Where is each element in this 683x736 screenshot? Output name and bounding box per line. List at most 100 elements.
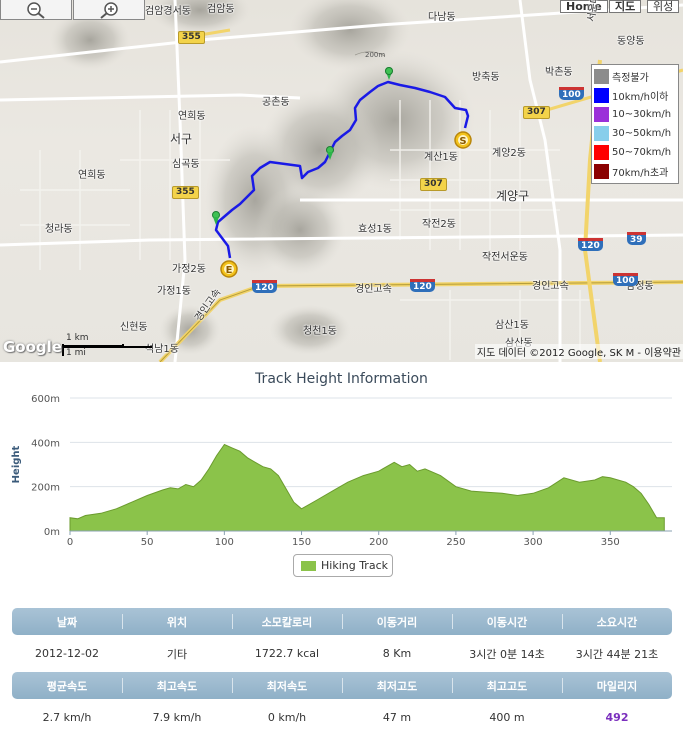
route-shield: 355 bbox=[172, 186, 199, 199]
place-label: 가정2동 bbox=[172, 264, 206, 275]
stats-header-cell: 최저고도 bbox=[342, 672, 452, 699]
highway-shield: 100 bbox=[613, 273, 638, 286]
stats-header-cell: 위치 bbox=[122, 608, 232, 635]
legend-item: 30~50km/h bbox=[594, 124, 676, 143]
place-label: 삼산1동 bbox=[495, 320, 529, 331]
y-tick-label: 0m bbox=[44, 527, 60, 538]
stats-value-cell: 3시간 0분 14초 bbox=[469, 647, 545, 661]
zoom-in-button[interactable] bbox=[73, 0, 145, 20]
legend-swatch bbox=[594, 164, 609, 179]
stats-value-cell: 47 m bbox=[382, 711, 412, 724]
stats-header-cell: 마일리지 bbox=[562, 672, 672, 699]
place-label: 삼산동 bbox=[505, 334, 533, 349]
stats-header-cell: 평균속도 bbox=[46, 679, 88, 693]
place-label: 동양동 bbox=[617, 36, 645, 47]
x-tick-label: 150 bbox=[292, 537, 311, 548]
zoom-in-icon bbox=[100, 1, 118, 19]
legend-swatch bbox=[594, 88, 609, 103]
road-label: 경인고속 bbox=[355, 284, 392, 295]
map-scale: 1 km 1 mi bbox=[62, 333, 152, 359]
google-logo[interactable]: Google bbox=[3, 338, 62, 356]
stats-header-cell: 날짜 bbox=[56, 615, 78, 629]
highway-shield: 100 bbox=[559, 87, 584, 100]
place-label: 작전서운동 bbox=[482, 252, 528, 263]
x-tick-label: 350 bbox=[601, 537, 620, 548]
legend-label: 10~30km/h bbox=[612, 109, 672, 120]
map-copyright[interactable]: 지도 데이터 ©2012 Google, SK M - 이용약관 bbox=[474, 344, 683, 359]
track-map[interactable]: 200m S E bbox=[0, 0, 683, 362]
chart-legend[interactable]: Hiking Track bbox=[293, 554, 393, 577]
place-label: 청천1동 bbox=[303, 326, 337, 337]
route-shield: 307 bbox=[523, 106, 550, 119]
place-label: 검암경서동 bbox=[145, 6, 191, 17]
x-tick-label: 250 bbox=[446, 537, 465, 548]
legend-swatch bbox=[594, 69, 609, 84]
stats-value-cell: 8 Km bbox=[382, 647, 412, 660]
legend-item: 70km/h초과 bbox=[594, 162, 676, 181]
stats-value-cell: 2012-12-02 bbox=[35, 647, 99, 660]
contour-label: 200m bbox=[365, 51, 385, 59]
y-tick-label: 600m bbox=[31, 394, 60, 405]
place-label: 계양2동 bbox=[492, 148, 526, 159]
x-tick-label: 200 bbox=[369, 537, 388, 548]
stats-header-cell: 소요시간 bbox=[562, 608, 672, 635]
legend-swatch bbox=[594, 107, 609, 122]
scale-km: 1 km bbox=[66, 333, 89, 343]
legend-label: 70km/h초과 bbox=[612, 168, 669, 179]
place-label: 석남1동 bbox=[145, 344, 179, 355]
place-label: 다남동 bbox=[428, 12, 456, 23]
elevation-chart-svg: 0m 200m 400m 600m 0 50 100 150 200 250 300 350 Heigh… bbox=[11, 394, 672, 548]
scale-mi: 1 mi bbox=[66, 348, 86, 358]
highway-shield: 120 bbox=[252, 280, 277, 293]
waypoint-icon[interactable] bbox=[212, 211, 220, 226]
legend-swatch bbox=[594, 126, 609, 141]
waypoint-icon[interactable] bbox=[384, 67, 393, 80]
legend-item: 10~30km/h bbox=[594, 105, 676, 124]
y-axis-label: Height bbox=[11, 445, 22, 483]
legend-label: 30~50km/h bbox=[612, 128, 672, 139]
place-label: 연희동 bbox=[178, 111, 206, 122]
maptype-home-button[interactable]: Home bbox=[560, 0, 608, 13]
track-stats-table: 날짜 위치 소모칼로리 이동거리 이동시간 소요시간 2012-12-02 기타 1722.7… bbox=[12, 608, 672, 736]
stats-value-cell: 0 km/h bbox=[267, 711, 307, 724]
place-label: 방축동 bbox=[472, 72, 500, 83]
end-marker-icon[interactable]: E bbox=[220, 260, 238, 278]
stats-value-cell: 3시간 44분 21초 bbox=[575, 647, 659, 661]
chart-legend-swatch bbox=[301, 560, 316, 571]
place-label: 삼정동 bbox=[626, 281, 654, 292]
stats-value-row: 2012-12-02 기타 1722.7 kcal 8 Km 3시간 0분 14초 3시간… bbox=[12, 635, 672, 672]
x-tick-label: 50 bbox=[141, 537, 154, 548]
x-tick-label: 100 bbox=[215, 537, 234, 548]
legend-label: 50~70km/h bbox=[612, 147, 672, 158]
maptype-map-button[interactable]: 지도 bbox=[609, 0, 642, 13]
maptype-satellite-button[interactable]: 위성 bbox=[647, 0, 680, 13]
terrain-layer: 200m S E bbox=[0, 0, 683, 362]
start-marker-icon[interactable]: S bbox=[454, 131, 472, 149]
svg-text:S: S bbox=[459, 136, 466, 147]
svg-text:E: E bbox=[226, 265, 233, 276]
stats-header-cell: 최고고도 bbox=[452, 672, 562, 699]
stats-value-cell: 기타 bbox=[166, 647, 188, 661]
y-tick-label: 400m bbox=[31, 438, 60, 449]
place-label: 박촌동 bbox=[545, 67, 573, 78]
place-label: 작전2동 bbox=[422, 219, 456, 230]
zoom-out-button[interactable] bbox=[0, 0, 72, 20]
place-label: 심곡동 bbox=[172, 159, 200, 170]
x-tick-label: 300 bbox=[524, 537, 543, 548]
route-shield: 355 bbox=[178, 31, 205, 44]
chart-legend-label: Hiking Track bbox=[321, 559, 388, 572]
route-shield: 307 bbox=[420, 178, 447, 191]
place-label: 검암동 bbox=[207, 4, 235, 15]
legend-item: 50~70km/h bbox=[594, 143, 676, 162]
legend-item: 10km/h이하 bbox=[594, 86, 676, 105]
elevation-area bbox=[69, 443, 665, 532]
highway-shield: 120 bbox=[578, 238, 603, 251]
waypoint-icon[interactable] bbox=[326, 146, 334, 161]
chart-title: Track Height Information bbox=[255, 371, 428, 387]
district-label: 계양구 bbox=[496, 189, 530, 203]
place-label: 효성1동 bbox=[358, 224, 392, 235]
legend-label: 측정불가 bbox=[612, 73, 649, 84]
highway-shield: 39 bbox=[627, 232, 646, 245]
place-label: 계산1동 bbox=[424, 152, 458, 163]
place-label: 공촌동 bbox=[262, 97, 290, 108]
